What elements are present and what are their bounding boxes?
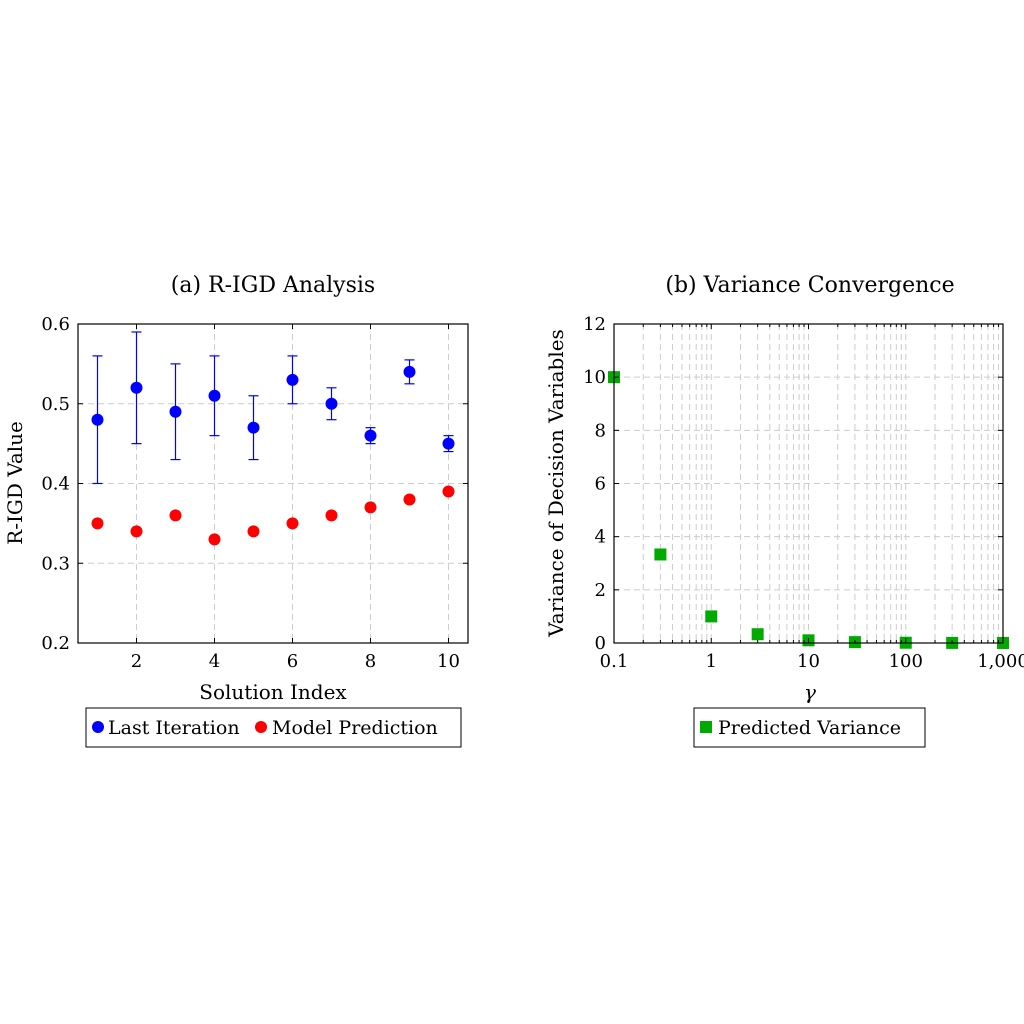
panel-a-title: (a) R-IGD Analysis	[171, 273, 375, 298]
panel-b: (b) Variance Convergence 0.1 1 10 100 1,0000…	[544, 273, 1024, 748]
model-prediction-point	[286, 517, 299, 530]
predicted-variance-point	[705, 610, 718, 623]
panel-a-legend-box	[85, 707, 462, 748]
panel-b-xlabel: γ	[804, 680, 816, 704]
model-prediction-point	[403, 493, 416, 506]
model-prediction-point	[364, 501, 377, 514]
panel-a-xtick-label: 2	[131, 651, 142, 672]
panel-a-ytick-label: 0.3	[41, 553, 70, 574]
predicted-variance-point	[751, 628, 764, 641]
panel-a-ylabel: R-IGD Value	[3, 421, 27, 545]
legend-label-last-iteration: Last Iteration	[108, 717, 240, 739]
panel-b-grid	[613, 323, 1004, 644]
legend-marker-last-iteration	[92, 721, 104, 733]
panel-b-ytick-label: 4	[595, 527, 606, 548]
panel-a-xlabel: Solution Index	[199, 680, 347, 704]
model-prediction-point	[247, 525, 260, 538]
panel-b-ytick-label: 2	[595, 580, 606, 601]
panel-b-ytick-label: 0	[595, 633, 606, 654]
last-iteration-point	[247, 421, 260, 434]
panel-b-ytick-label: 10	[583, 367, 606, 388]
panel-b-ytick-label: 12	[583, 314, 606, 335]
legend-label-model-prediction: Model Prediction	[272, 717, 438, 739]
panel-b-xtick-label: 100	[889, 651, 923, 672]
panel-a-ytick-label: 0.4	[41, 474, 70, 495]
last-iteration-point	[169, 405, 182, 418]
model-prediction-point	[325, 509, 338, 522]
panel-a-xtick-label: 4	[209, 651, 220, 672]
legend-marker-model-prediction	[255, 721, 267, 733]
panel-a-xtick-label: 6	[287, 651, 298, 672]
last-iteration-point	[286, 373, 299, 386]
panel-a-ytick-label: 0.6	[41, 314, 70, 335]
panel-b-series	[608, 371, 1009, 649]
legend-marker-predicted-variance	[700, 721, 712, 733]
panel-b-xtick-label: 0.1	[600, 651, 629, 672]
last-iteration-point	[325, 397, 338, 410]
panel-b-legend: Predicted Variance	[693, 707, 926, 748]
model-prediction-point	[208, 533, 221, 546]
last-iteration-point	[442, 437, 455, 450]
predicted-variance-point	[654, 548, 667, 561]
panel-a-xtick-label: 10	[437, 651, 460, 672]
model-prediction-point	[130, 525, 143, 538]
last-iteration-point	[403, 365, 416, 378]
panel-b-ticks: 0.1 1 10 100 1,000 0 2 4 6 8 10 12	[583, 314, 1024, 672]
panel-a-ytick-label: 0.5	[41, 394, 70, 415]
last-iteration-point	[91, 413, 104, 426]
last-iteration-point	[208, 389, 221, 402]
model-prediction-point	[169, 509, 182, 522]
panel-b-xtick-label: 1	[706, 651, 717, 672]
legend-label-predicted-variance: Predicted Variance	[718, 717, 901, 739]
panel-b-legend-box	[693, 707, 926, 748]
panel-b-ytick-label: 6	[595, 474, 606, 495]
model-prediction-point	[442, 485, 455, 498]
model-prediction-point	[91, 517, 104, 530]
panel-a-legend: Last Iteration Model Prediction	[85, 707, 462, 748]
panel-b-ytick-label: 8	[595, 420, 606, 441]
panel-a-frame	[77, 323, 469, 644]
panel-b-title: (b) Variance Convergence	[665, 273, 954, 298]
last-iteration-point	[130, 381, 143, 394]
panel-b-xtick-label: 1,000	[977, 651, 1024, 672]
panel-a-xtick-label: 8	[365, 651, 376, 672]
panel-a-ticks: 2 4 6 8 10 0.2 0.3 0.4 0.5 0.6	[41, 314, 468, 672]
panel-a-series	[91, 331, 455, 546]
panel-b-frame	[613, 323, 1004, 644]
panel-b-xtick-label: 10	[797, 651, 820, 672]
panel-b-ylabel: Variance of Decision Variables	[544, 329, 568, 638]
panel-a-ytick-label: 0.2	[41, 633, 70, 654]
panel-a: (a) R-IGD Analysis 2 4 6 8 10 0.2 0.3 0.4 0.5 0.6…	[3, 273, 469, 748]
last-iteration-point	[364, 429, 377, 442]
